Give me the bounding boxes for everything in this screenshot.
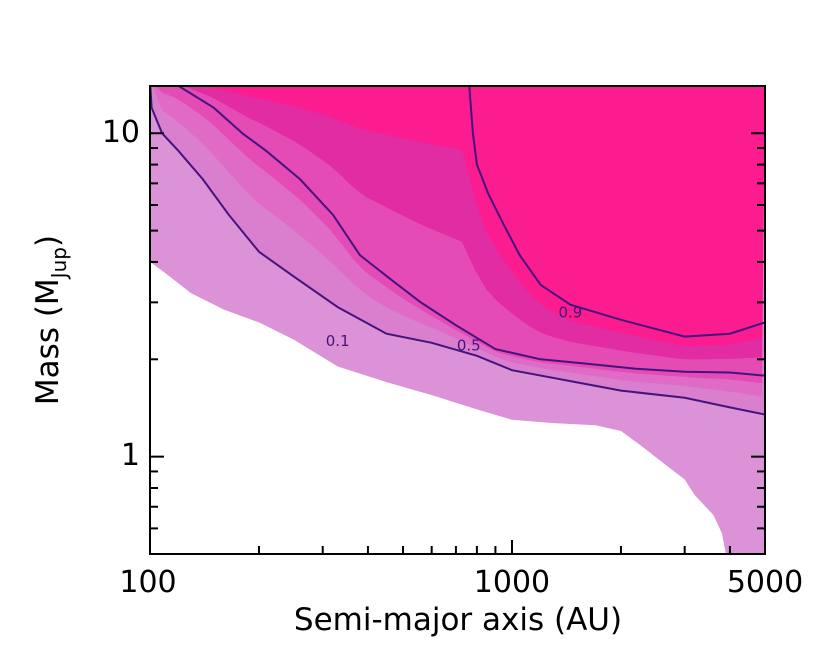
- y-axis-title-subscript: Jup: [47, 247, 71, 280]
- probability-region-high: [150, 86, 765, 347]
- plot-fills: [150, 86, 765, 554]
- contour-labels: 0.1 0.5 0.9: [326, 304, 583, 355]
- x-axis-ticks: 100 1000 5000: [119, 540, 803, 600]
- x-tick-label-1000: 1000: [474, 565, 550, 600]
- contour-line-0-9: [468, 86, 765, 338]
- y-axis-title-main: Mass (M: [30, 278, 66, 405]
- contour-line-0-5: [173, 86, 765, 377]
- contour-label-0-1: 0.1: [326, 332, 350, 350]
- x-tick-label-100: 100: [119, 565, 176, 600]
- plot-frame: [149, 85, 766, 555]
- contour-line-0-1: [150, 86, 765, 416]
- y-axis-title-close: ): [30, 235, 66, 247]
- x-axis-title: Semi-major axis (AU): [294, 602, 622, 638]
- x-minor-ticks: [257, 546, 731, 554]
- y-axis-ticks: 1 10: [102, 115, 765, 473]
- contour-label-0-9: 0.9: [558, 304, 582, 322]
- y-minor-ticks: [150, 147, 765, 530]
- y-axis-title: Mass (MJup): [30, 235, 71, 405]
- contour-label-0-5: 0.5: [457, 336, 481, 354]
- y-tick-label-10: 10: [102, 115, 140, 150]
- y-tick-label-1: 1: [121, 438, 140, 473]
- x-tick-label-5000: 5000: [727, 565, 803, 600]
